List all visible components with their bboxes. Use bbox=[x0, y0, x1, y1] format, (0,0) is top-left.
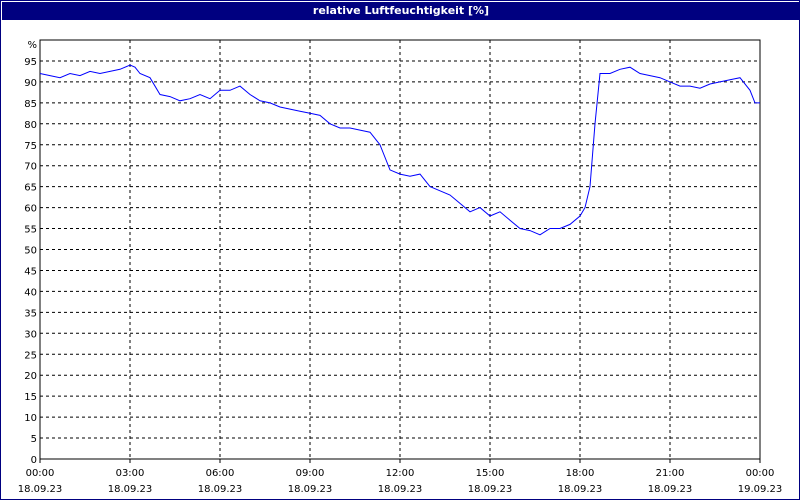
y-tick-label: 0 bbox=[31, 455, 37, 466]
humidity-series-line bbox=[39, 64, 760, 236]
y-tick-label: 60 bbox=[24, 204, 37, 215]
y-tick-label: 10 bbox=[24, 413, 37, 424]
y-tick-label: 30 bbox=[24, 329, 37, 340]
y-axis-ticks: 0 5 10 15 20 25 30 35 40 45 50 55 60 65 70 75 80 85 90 95 bbox=[24, 57, 37, 466]
x-tick-time-label: 12:00 bbox=[386, 468, 415, 479]
y-tick-label: 15 bbox=[24, 392, 37, 403]
y-tick-label: 95 bbox=[24, 57, 37, 68]
x-tick-date-label: 19.09.23 bbox=[738, 484, 783, 495]
x-tick-date-label: 18.09.23 bbox=[378, 484, 423, 495]
y-tick-label: 90 bbox=[24, 78, 37, 89]
x-tick-time-label: 06:00 bbox=[206, 468, 235, 479]
x-tick-time-label: 15:00 bbox=[476, 468, 505, 479]
x-tick-date-label: 18.09.23 bbox=[198, 484, 243, 495]
x-axis-ticks: 00:00 18.09.23 03:00 18.09.23 06:00 18.09.23 0… bbox=[18, 459, 783, 495]
x-tick-time-label: 21:00 bbox=[656, 468, 685, 479]
x-tick-time-label: 09:00 bbox=[296, 468, 325, 479]
grid-lines bbox=[40, 40, 760, 459]
x-tick-time-label: 00:00 bbox=[26, 468, 55, 479]
y-tick-label: 50 bbox=[24, 246, 37, 257]
x-tick-date-label: 18.09.23 bbox=[468, 484, 513, 495]
y-tick-label: 40 bbox=[24, 287, 37, 298]
y-tick-label: 55 bbox=[24, 225, 37, 236]
y-tick-label: 35 bbox=[24, 308, 37, 319]
y-tick-label: 85 bbox=[24, 99, 37, 110]
x-tick-time-label: 00:00 bbox=[746, 468, 775, 479]
y-tick-label: 65 bbox=[24, 183, 37, 194]
chart-title: relative Luftfeuchtigkeit [%] bbox=[2, 2, 800, 20]
x-tick-time-label: 18:00 bbox=[566, 468, 595, 479]
y-tick-label: 25 bbox=[24, 350, 37, 361]
x-tick-date-label: 18.09.23 bbox=[108, 484, 153, 495]
y-tick-label: 75 bbox=[24, 141, 37, 152]
x-tick-date-label: 18.09.23 bbox=[558, 484, 603, 495]
x-tick-date-label: 18.09.23 bbox=[288, 484, 333, 495]
y-tick-label: 70 bbox=[24, 162, 37, 173]
y-axis-unit-label: % bbox=[27, 40, 37, 51]
y-tick-label: 20 bbox=[24, 371, 37, 382]
x-tick-date-label: 18.09.23 bbox=[648, 484, 693, 495]
y-tick-label: 45 bbox=[24, 266, 37, 277]
x-tick-time-label: 03:00 bbox=[116, 468, 145, 479]
y-tick-label: 80 bbox=[24, 120, 37, 131]
x-tick-date-label: 18.09.23 bbox=[18, 484, 63, 495]
y-tick-label: 5 bbox=[31, 434, 37, 445]
